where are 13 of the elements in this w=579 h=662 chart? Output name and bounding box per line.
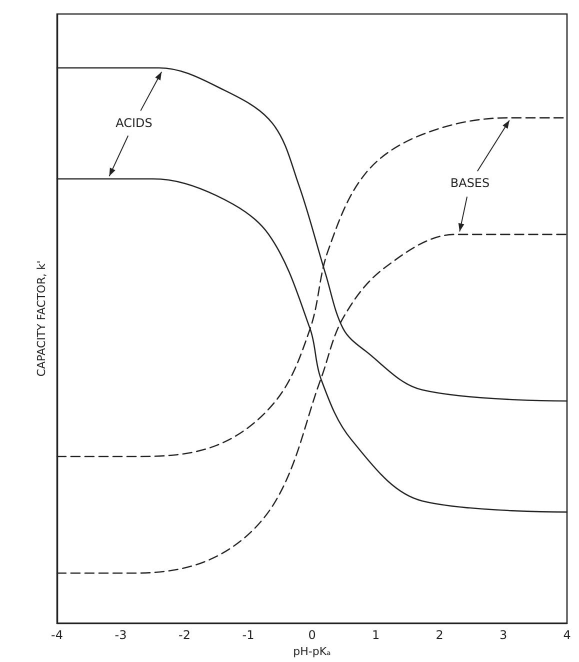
x-tick-label: 4 [563,628,571,642]
x-tick-label: -1 [242,628,254,642]
x-tick-label: -2 [178,628,190,642]
annotation: ACIDS [116,116,152,130]
x-tick-label: 3 [499,628,508,642]
x-tick-label: -4 [51,628,63,642]
x-tick-label: 0 [308,628,316,642]
x-tick-label: -3 [114,628,127,642]
x-tick-label: 1 [372,628,380,642]
x-axis-title: pH-pKₐ [293,645,331,658]
y-axis-title: CAPACITY FACTOR, k' [35,260,48,377]
x-tick-label: 2 [436,628,444,642]
annotation: BASES [450,176,490,190]
